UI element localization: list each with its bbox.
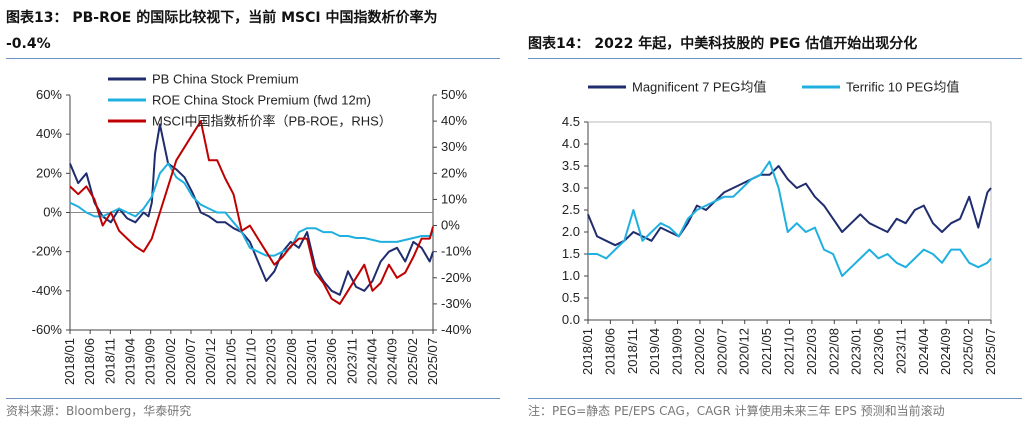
left-title-line1: 图表13： PB-ROE 的国际比较视下，当前 MSCI 中国指数析价率为: [6, 10, 438, 26]
y-left-tick-label: 2.0: [562, 224, 580, 239]
x-tick-label: 2022/08: [826, 328, 841, 375]
y-left-tick-label: -40%: [32, 283, 63, 298]
y-left-tick-label: 1.0: [562, 268, 580, 283]
x-tick-label: 2024/04: [916, 328, 931, 375]
x-tick-label: 2020/02: [163, 338, 178, 385]
left-source: 资料来源：Bloomberg，华泰研究: [6, 404, 192, 418]
y-right-tick-label: 10%: [441, 191, 467, 206]
y-right-tick-label: 30%: [441, 139, 467, 154]
series-line-3: [69, 120, 434, 305]
y-right-tick-label: -10%: [441, 244, 472, 259]
x-tick-label: 2025/07: [425, 338, 440, 385]
x-tick-label: 2024/09: [385, 338, 400, 385]
x-tick-label: 2025/07: [983, 328, 998, 375]
y-left-tick-label: 3.5: [562, 158, 580, 173]
x-tick-label: 2021/10: [244, 338, 259, 385]
y-right-tick-label: 50%: [441, 87, 467, 102]
x-tick-label: 2020/02: [692, 328, 707, 375]
x-tick-label: 2019/04: [647, 328, 662, 375]
x-tick-label: 2020/12: [203, 338, 218, 385]
left-chart: 60% 40% 20% 0% -20% -40% -60% 50% 40% 30% 20% 10% 0%…: [32, 72, 472, 386]
y-left-tick-label: 4.0: [562, 136, 580, 151]
x-tick-label: 2020/07: [714, 328, 729, 375]
y-left-tick-label: 3.0: [562, 180, 580, 195]
right-source: 注：PEG=静态 PE/EPS CAG，CAGR 计算使用未来三年 EPS 预测…: [528, 404, 945, 418]
y-right-tick-label: -30%: [441, 296, 472, 311]
y-left-tick-label: 20%: [36, 165, 62, 180]
x-tick-label: 2020/07: [183, 338, 198, 385]
y-left-tick-label: 0.0: [562, 312, 580, 327]
x-tick-label: 2025/02: [405, 338, 420, 385]
legend-label-1: Magnificent 7 PEG均值: [632, 80, 766, 95]
x-tick-label: 2022/03: [804, 328, 819, 375]
x-tick-label: 2019/09: [670, 328, 685, 375]
x-tick-label: 2023/01: [304, 338, 319, 385]
right-source-rule: [528, 398, 1022, 399]
x-tick-label: 2021/10: [782, 328, 797, 375]
y-left-tick-label: 0%: [43, 205, 62, 220]
y-left-tick-label: 0.5: [562, 290, 580, 305]
legend-label-2: Terrific 10 PEG均值: [846, 80, 959, 95]
right-title-rule: [528, 58, 1022, 59]
series-line-1: [69, 123, 434, 296]
right-title: 图表14： 2022 年起，中美科技股的 PEG 估值开始出现分化: [528, 36, 918, 52]
left-title-rule: [6, 58, 500, 59]
y-left-tick-label: -20%: [32, 244, 63, 259]
x-tick-label: 2024/09: [938, 328, 953, 375]
x-tick-label: 2023/11: [893, 328, 908, 374]
legend-label-2: ROE China Stock Premium (fwd 12m): [152, 93, 371, 108]
right-panel: 图表14： 2022 年起，中美科技股的 PEG 估值开始出现分化 4.5 4.0…: [522, 0, 1030, 434]
y-left-tick-label: 40%: [36, 126, 62, 141]
left-source-rule: [6, 398, 500, 399]
y-left-tick-label: 2.5: [562, 202, 580, 217]
y-right-tick-label: 20%: [441, 165, 467, 180]
x-tick-label: 2018/11: [625, 328, 640, 374]
x-tick-label: 2021/05: [759, 328, 774, 375]
x-tick-label: 2024/04: [365, 338, 380, 385]
x-tick-label: 2018/06: [602, 328, 617, 375]
x-tick-label: 2018/01: [62, 338, 77, 385]
y-right-tick-label: -40%: [441, 322, 472, 337]
series-line-1: [587, 165, 992, 247]
x-tick-label: 2018/11: [102, 338, 117, 384]
x-tick-label: 2022/03: [264, 338, 279, 385]
x-tick-label: 2019/04: [123, 338, 138, 385]
x-tick-label: 2023/11: [344, 338, 359, 384]
y-right-tick-label: -20%: [441, 270, 472, 285]
x-tick-label: 2018/01: [580, 328, 595, 375]
y-left-tick-label: 1.5: [562, 246, 580, 261]
y-right-tick-label: 0%: [441, 218, 460, 233]
legend-label-3: MSCI中国指数析价率（PB-ROE，RHS）: [152, 114, 392, 129]
x-tick-label: 2023/06: [871, 328, 886, 375]
y-left-tick-label: 60%: [36, 87, 62, 102]
x-tick-label: 2021/05: [223, 338, 238, 385]
y-right-tick-label: 40%: [441, 113, 467, 128]
series-line-2: [69, 162, 434, 257]
left-panel: 图表13： PB-ROE 的国际比较视下，当前 MSCI 中国指数析价率为 -0…: [0, 0, 508, 434]
legend-label-1: PB China Stock Premium: [152, 72, 299, 87]
y-left-tick-label: 4.5: [562, 114, 580, 129]
x-tick-label: 2023/01: [849, 328, 864, 375]
x-tick-label: 2019/09: [143, 338, 158, 385]
y-left-tick-label: -60%: [32, 322, 63, 337]
x-tick-label: 2025/02: [961, 328, 976, 375]
x-tick-label: 2023/06: [324, 338, 339, 385]
series-line-2: [588, 160, 992, 277]
x-tick-label: 2018/06: [82, 338, 97, 385]
left-title-line2: -0.4%: [6, 36, 51, 52]
x-tick-label: 2022/08: [284, 338, 299, 385]
x-tick-label: 2020/12: [737, 328, 752, 375]
